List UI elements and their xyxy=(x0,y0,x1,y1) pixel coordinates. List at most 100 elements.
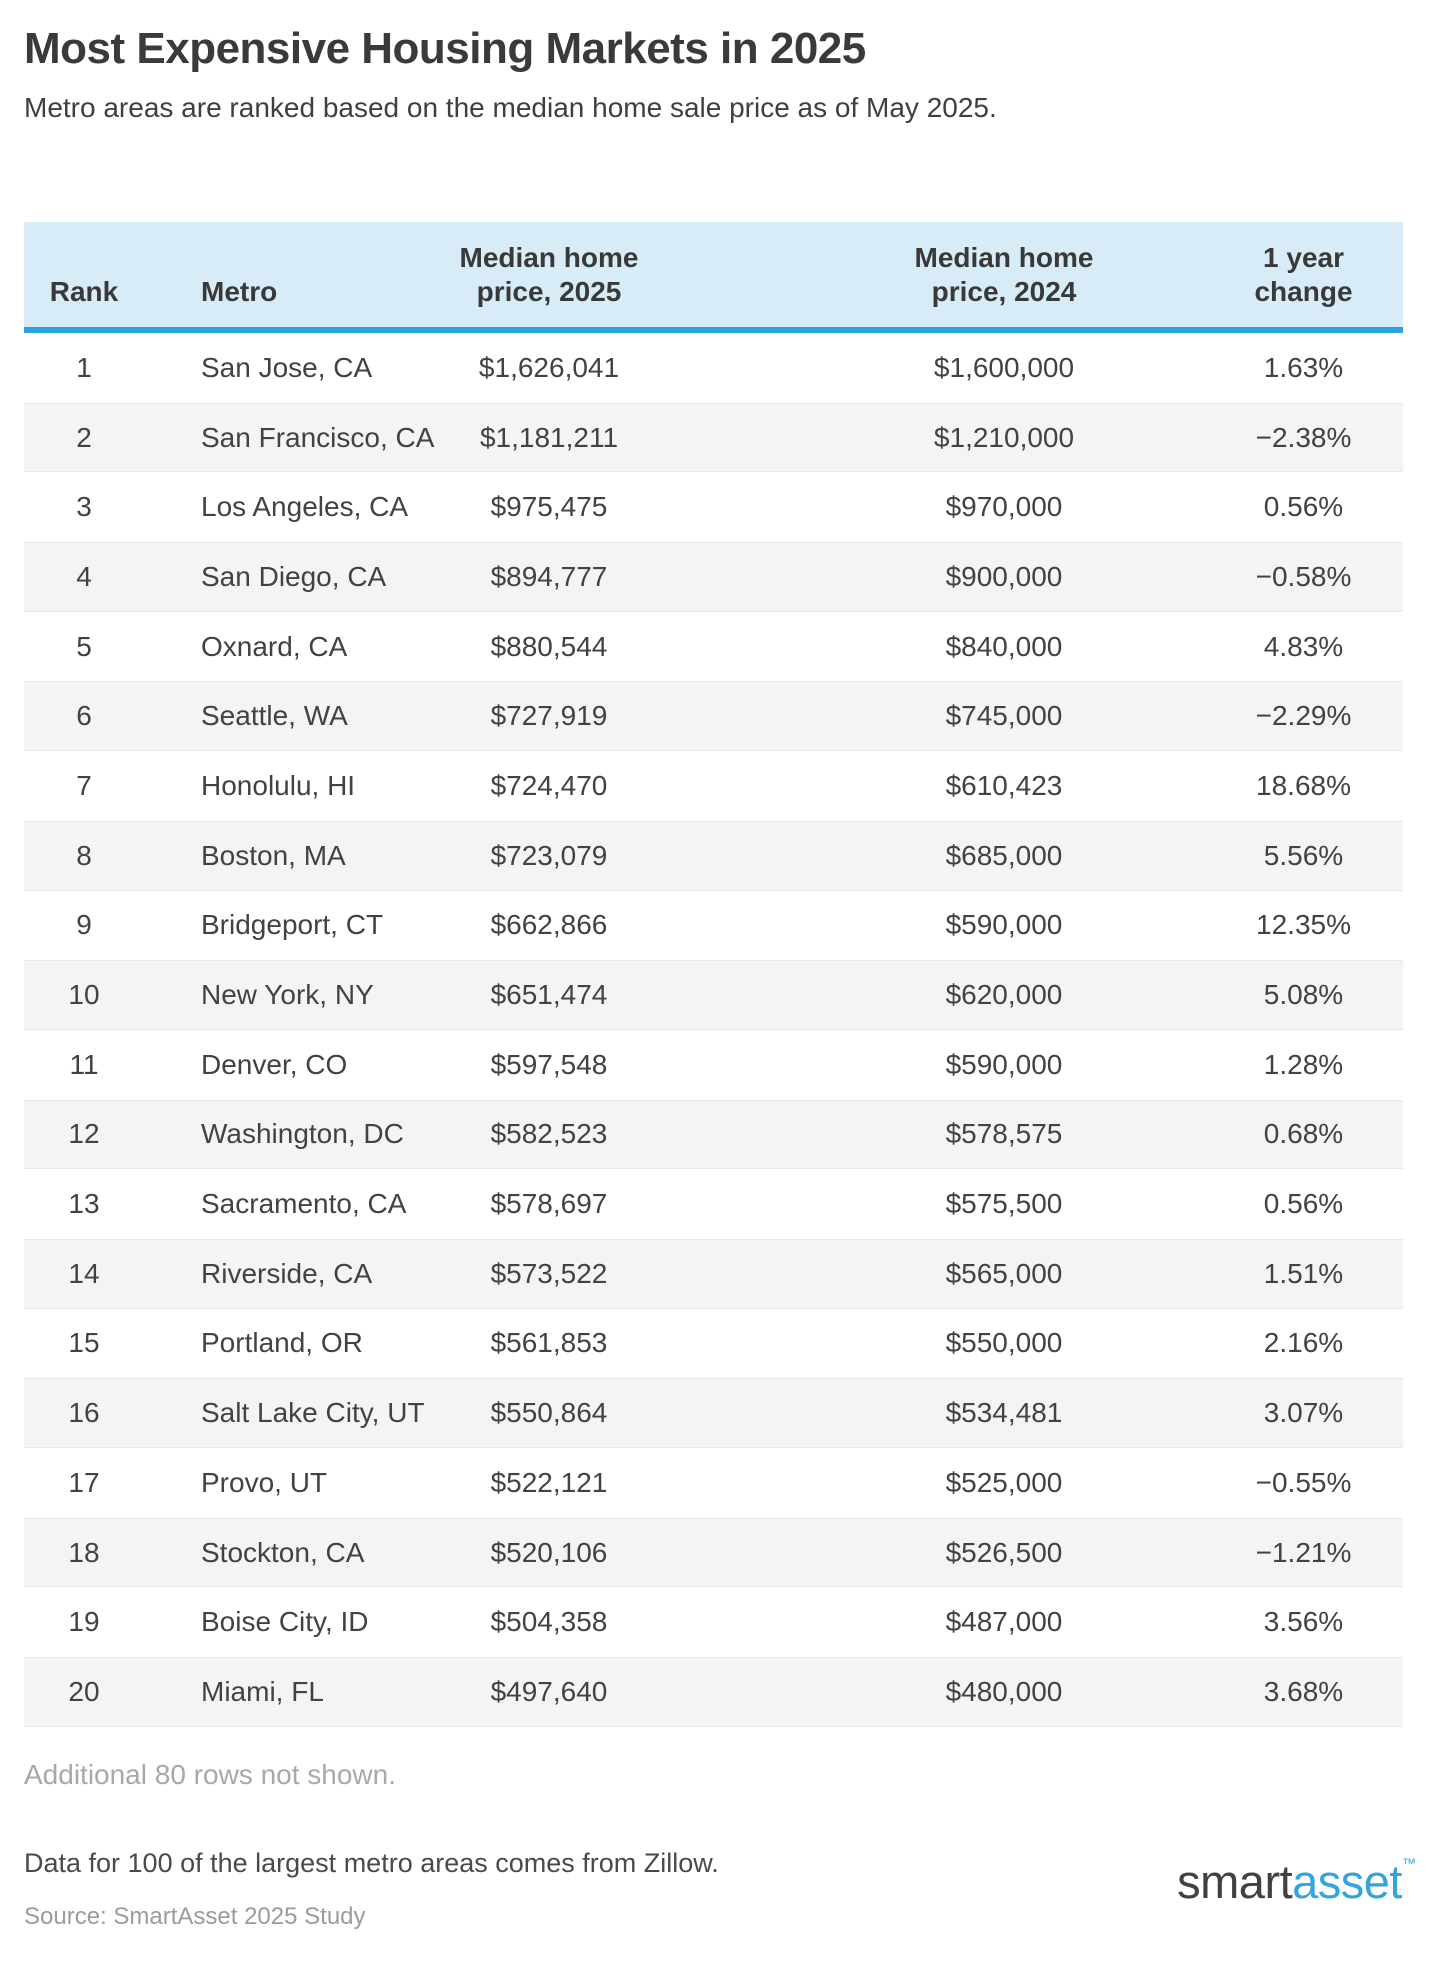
table-header-row: Rank Metro Median home price, 2025 Media… xyxy=(24,222,1403,333)
rank-cell: 13 xyxy=(68,1188,100,1220)
change-cell: −0.58% xyxy=(1255,560,1352,592)
price-2025-cell: $880,544 xyxy=(490,630,608,662)
metro-cell: Seattle, WA xyxy=(201,700,348,732)
change-cell: −1.21% xyxy=(1255,1536,1352,1568)
rank-cell: 5 xyxy=(76,630,92,662)
infographic: Most Expensive Housing Markets in 2025 M… xyxy=(0,26,1440,1931)
price-2024-cell: $578,575 xyxy=(945,1118,1063,1150)
rank-cell: 14 xyxy=(68,1257,100,1289)
price-2024-cell: $487,000 xyxy=(945,1606,1063,1638)
rank-cell: 10 xyxy=(68,979,100,1011)
column-header-price-2025-label: Median home price, 2025 xyxy=(459,242,639,307)
price-2025-cell: $550,864 xyxy=(490,1397,608,1429)
data-source-note: Data for 100 of the largest metro areas … xyxy=(24,1847,719,1878)
change-cell: 0.56% xyxy=(1263,491,1344,523)
column-header-1-year-change: 1 year change xyxy=(1204,241,1403,309)
table-row: 10 New York, NY $651,474 $620,000 5.08% xyxy=(24,960,1403,1030)
column-header-1-year-change-label: 1 year change xyxy=(1254,242,1353,307)
rank-cell: 12 xyxy=(68,1118,100,1150)
price-2025-cell: $724,470 xyxy=(490,769,608,801)
price-2024-cell: $526,500 xyxy=(945,1536,1063,1568)
smartasset-logo: smartasset™ xyxy=(1177,1837,1416,1908)
rank-cell: 17 xyxy=(68,1466,100,1498)
rank-cell: 8 xyxy=(76,839,92,871)
footer: Data for 100 of the largest metro areas … xyxy=(24,1847,1416,1931)
table-row: 11 Denver, CO $597,548 $590,000 1.28% xyxy=(24,1030,1403,1100)
table-row: 16 Salt Lake City, UT $550,864 $534,481 … xyxy=(24,1378,1403,1448)
price-2025-cell: $597,548 xyxy=(490,1048,608,1080)
price-2024-cell: $1,210,000 xyxy=(933,421,1075,453)
change-cell: 1.28% xyxy=(1263,1048,1344,1080)
price-2024-cell: $745,000 xyxy=(945,700,1063,732)
trademark-symbol: ™ xyxy=(1402,1854,1416,1871)
change-cell: 1.63% xyxy=(1263,351,1344,383)
price-2024-cell: $575,500 xyxy=(945,1188,1063,1220)
price-2025-cell: $504,358 xyxy=(490,1606,608,1638)
metro-cell: Stockton, CA xyxy=(201,1536,365,1568)
metro-cell: Sacramento, CA xyxy=(201,1188,407,1220)
rank-cell: 15 xyxy=(68,1327,100,1359)
metro-cell: San Jose, CA xyxy=(201,351,373,383)
table-row: 7 Honolulu, HI $724,470 $610,423 18.68% xyxy=(24,751,1403,821)
logo-text-smart: smart xyxy=(1177,1854,1293,1908)
metro-cell: San Diego, CA xyxy=(201,560,387,592)
price-2025-cell: $520,106 xyxy=(490,1536,608,1568)
price-2024-cell: $550,000 xyxy=(945,1327,1063,1359)
change-cell: −2.29% xyxy=(1255,700,1352,732)
metro-cell: Salt Lake City, UT xyxy=(201,1397,425,1429)
column-header-price-2025: Median home price, 2025 xyxy=(399,241,699,309)
price-2025-cell: $561,853 xyxy=(490,1327,608,1359)
column-header-price-2024-label: Median home price, 2024 xyxy=(914,242,1094,307)
table-row: 4 San Diego, CA $894,777 $900,000 −0.58% xyxy=(24,542,1403,612)
truncation-note: Additional 80 rows not shown. xyxy=(24,1758,396,1790)
metro-cell: Honolulu, HI xyxy=(201,769,356,801)
change-cell: 5.56% xyxy=(1263,839,1344,871)
price-2024-cell: $840,000 xyxy=(945,630,1063,662)
table-row: 14 Riverside, CA $573,522 $565,000 1.51% xyxy=(24,1238,1403,1309)
table-row: 15 Portland, OR $561,853 $550,000 2.16% xyxy=(24,1309,1403,1379)
metro-cell: Denver, CO xyxy=(201,1048,348,1080)
page-subtitle: Metro areas are ranked based on the medi… xyxy=(24,92,997,123)
table-body: 1 San Jose, CA $1,626,041 $1,600,000 1.6… xyxy=(24,333,1403,1727)
column-header-rank: Rank xyxy=(24,275,144,309)
column-header-metro-label: Metro xyxy=(201,276,278,307)
metro-cell: Riverside, CA xyxy=(201,1257,373,1289)
rank-cell: 6 xyxy=(76,700,92,732)
price-2025-cell: $651,474 xyxy=(490,979,608,1011)
column-header-metro: Metro xyxy=(144,275,399,309)
price-2024-cell: $620,000 xyxy=(945,979,1063,1011)
price-2025-cell: $894,777 xyxy=(490,560,608,592)
table-row: 19 Boise City, ID $504,358 $487,000 3.56… xyxy=(24,1587,1403,1657)
metro-cell: Miami, FL xyxy=(201,1675,324,1707)
price-2024-cell: $590,000 xyxy=(945,1048,1063,1080)
source-line: Source: SmartAsset 2025 Study xyxy=(24,1902,366,1930)
price-2024-cell: $590,000 xyxy=(945,909,1063,941)
housing-markets-table: Rank Metro Median home price, 2025 Media… xyxy=(24,222,1403,1727)
change-cell: −2.38% xyxy=(1255,421,1352,453)
table-row: 13 Sacramento, CA $578,697 $575,500 0.56… xyxy=(24,1169,1403,1239)
rank-cell: 19 xyxy=(68,1606,100,1638)
price-2024-cell: $685,000 xyxy=(945,839,1063,871)
rank-cell: 3 xyxy=(76,491,92,523)
price-2024-cell: $534,481 xyxy=(945,1397,1063,1429)
metro-cell: Portland, OR xyxy=(201,1327,363,1359)
price-2025-cell: $1,626,041 xyxy=(478,351,620,383)
rank-cell: 9 xyxy=(76,909,92,941)
price-2024-cell: $565,000 xyxy=(945,1257,1063,1289)
metro-cell: New York, NY xyxy=(201,979,374,1011)
page-title: Most Expensive Housing Markets in 2025 xyxy=(24,24,866,73)
table-row: 20 Miami, FL $497,640 $480,000 3.68% xyxy=(24,1657,1403,1727)
rank-cell: 16 xyxy=(68,1397,100,1429)
table-row: 12 Washington, DC $582,523 $578,575 0.68… xyxy=(24,1099,1403,1170)
price-2024-cell: $970,000 xyxy=(945,491,1063,523)
price-2025-cell: $723,079 xyxy=(490,839,608,871)
price-2025-cell: $573,522 xyxy=(490,1257,608,1289)
change-cell: 0.68% xyxy=(1263,1118,1344,1150)
price-2025-cell: $578,697 xyxy=(490,1188,608,1220)
price-2025-cell: $497,640 xyxy=(490,1675,608,1707)
change-cell: 5.08% xyxy=(1263,979,1344,1011)
price-2025-cell: $522,121 xyxy=(490,1466,608,1498)
table-row: 8 Boston, MA $723,079 $685,000 5.56% xyxy=(24,820,1403,891)
price-2024-cell: $610,423 xyxy=(945,769,1063,801)
rank-cell: 4 xyxy=(76,560,92,592)
